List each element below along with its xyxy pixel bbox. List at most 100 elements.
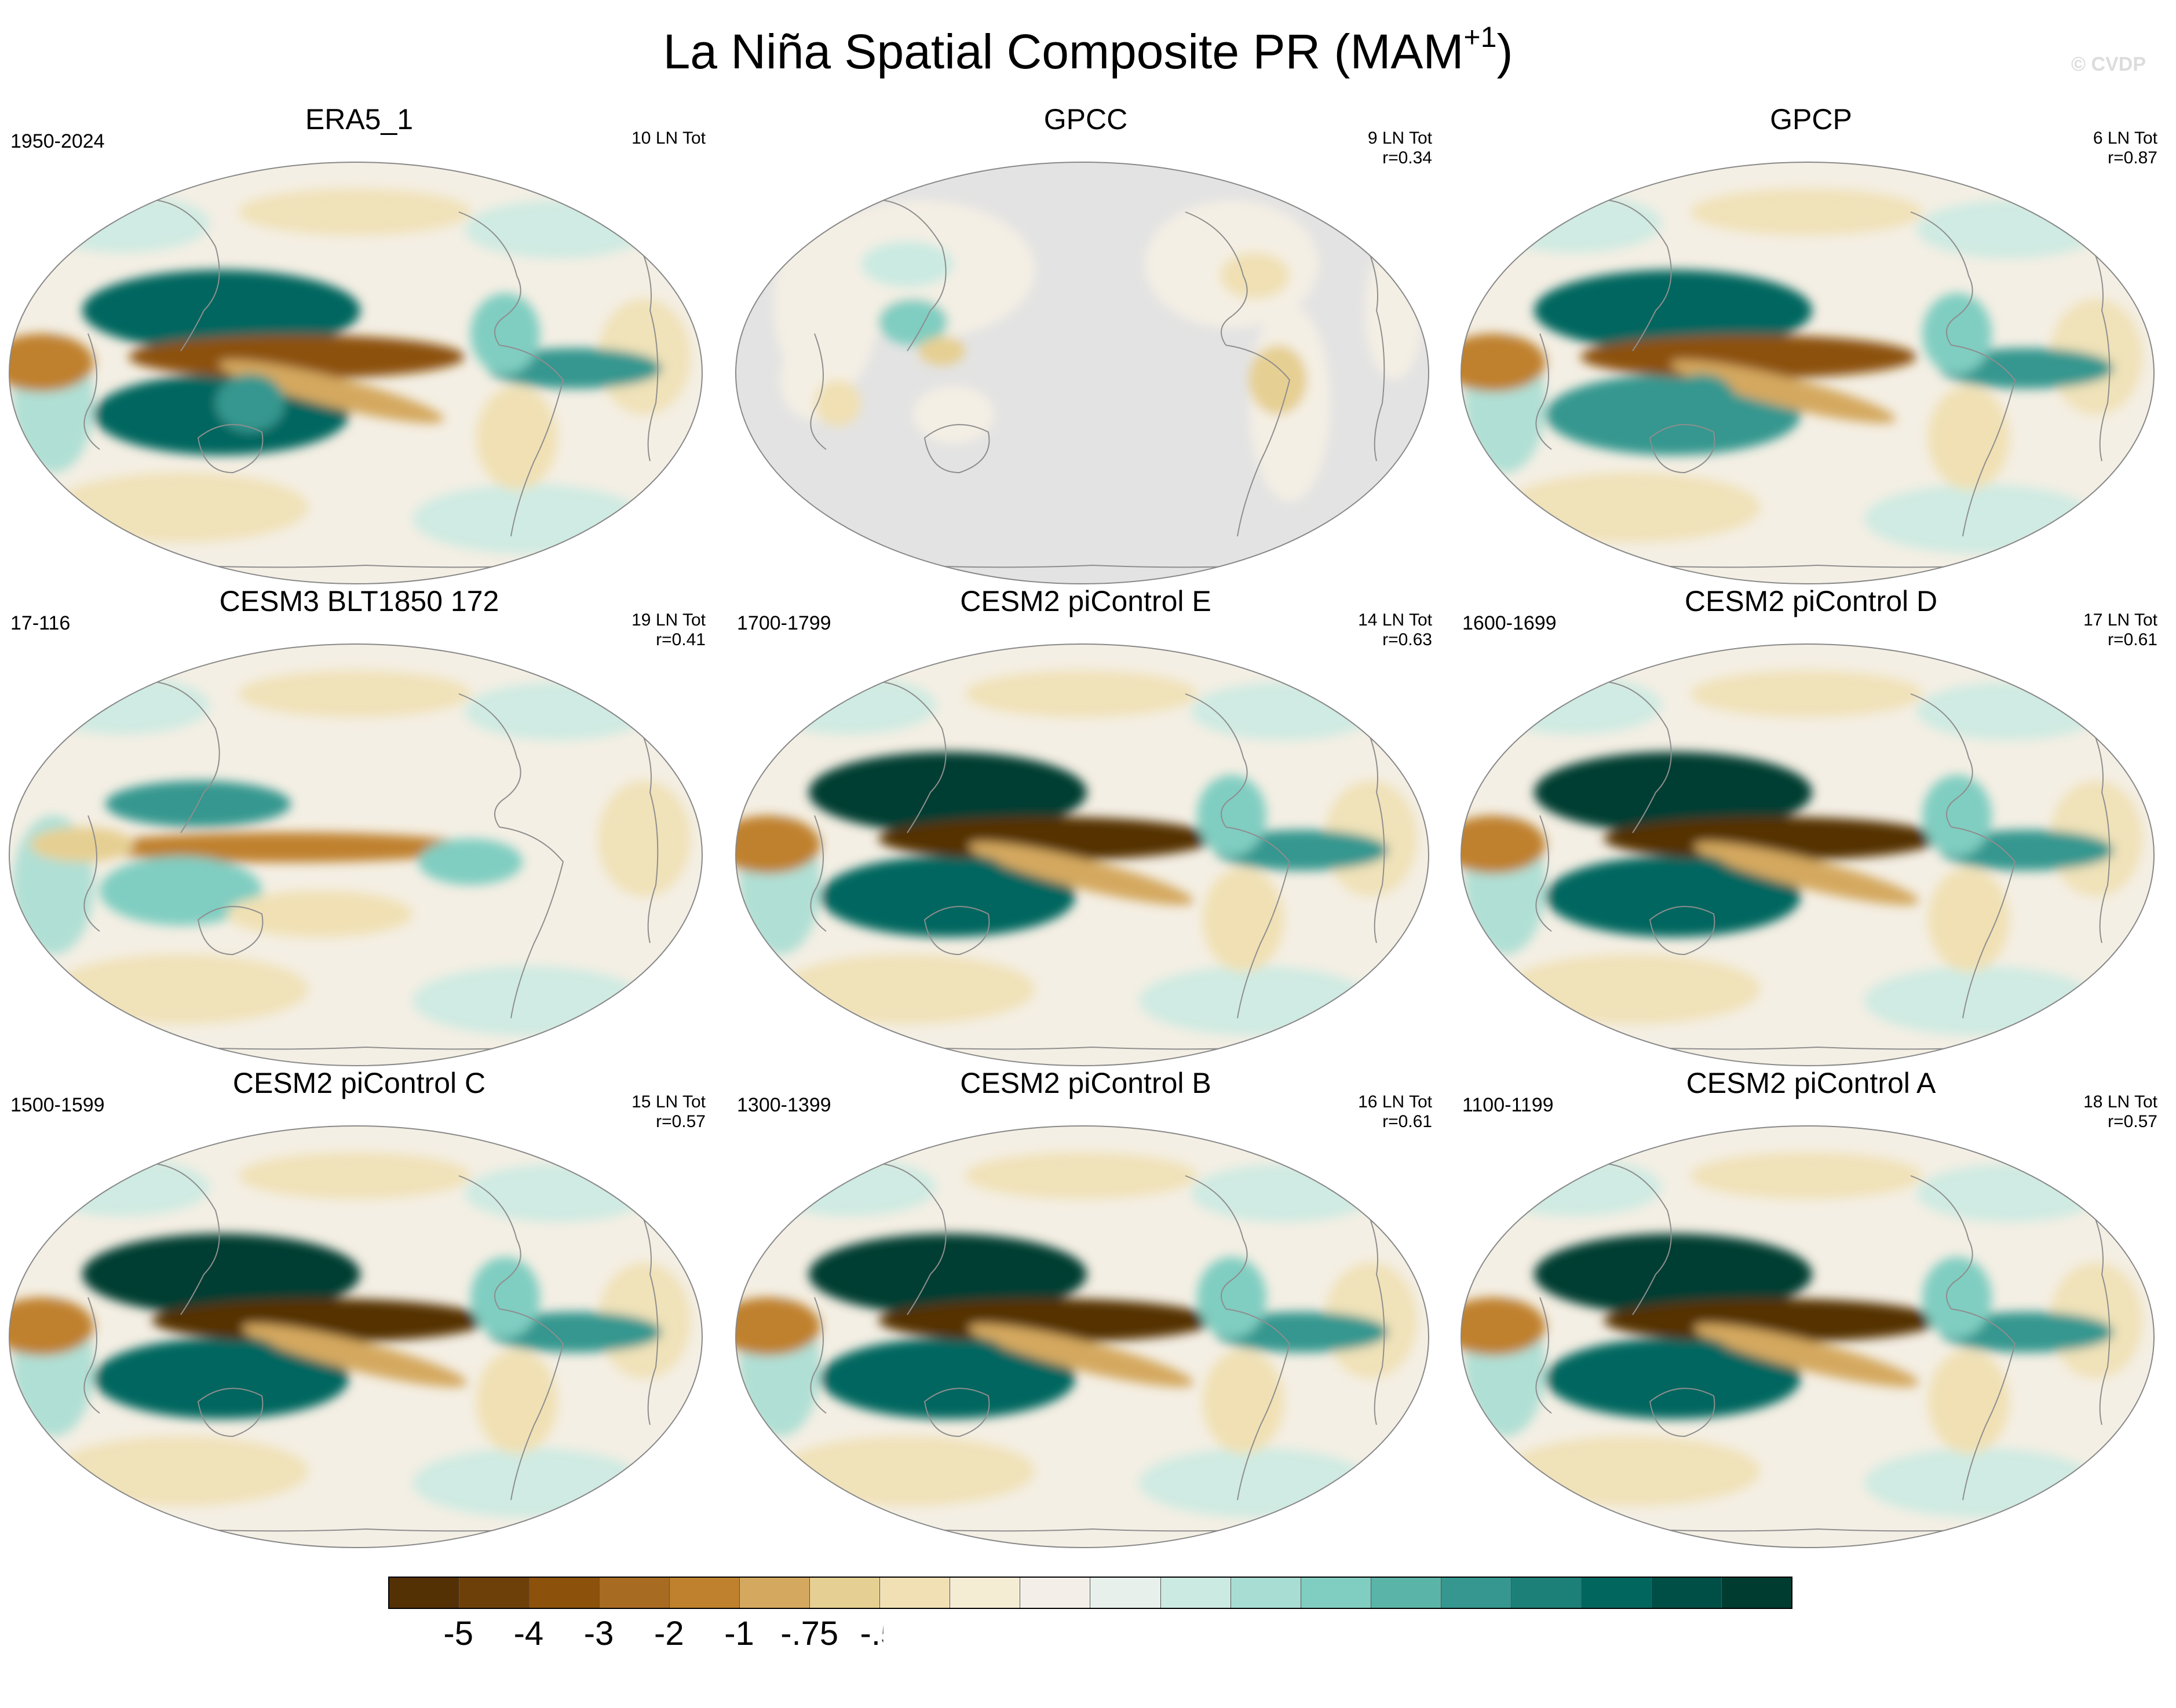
- world-map: [7, 642, 704, 1071]
- precip-anomaly-background: [1505, 954, 1760, 1024]
- precip-anomaly-background: [239, 671, 470, 717]
- panel-stats: 10 LN Tot: [631, 129, 706, 148]
- map-panel: CESM2 piControl D 1600-1699 17 LN Tot r=0.6…: [1452, 584, 2170, 1065]
- precip-anomaly-wet-maritime: [1667, 856, 1737, 914]
- precip-anomaly-background: [762, 1158, 936, 1216]
- panel-title: GPCP: [1452, 102, 2170, 137]
- colorbar-swatch: [950, 1578, 1020, 1608]
- title-close: ): [1496, 24, 1513, 79]
- world-map: [7, 1124, 704, 1553]
- colorbar-swatch: [740, 1578, 810, 1608]
- panel-title: CESM2 piControl C: [0, 1066, 718, 1100]
- precip-anomaly-background: [36, 676, 210, 734]
- colorbar-swatch: [1020, 1578, 1090, 1608]
- title-superscript: +1: [1463, 21, 1496, 53]
- map-panel: CESM2 piControl B 1300-1399 16 LN Tot r=0.6…: [726, 1066, 1445, 1546]
- map-panel: CESM2 piControl E 1700-1799 14 LN Tot r=0.6…: [726, 584, 1445, 1065]
- panel-event-count: 6 LN Tot: [2093, 129, 2157, 148]
- land-patch: [1365, 241, 1423, 380]
- precip-anomaly-wet-america: [470, 1257, 540, 1338]
- precip-anomaly-wet-maritime: [1667, 1338, 1737, 1396]
- precip-anomaly-wet: [861, 241, 954, 287]
- colorbar-swatch: [459, 1578, 530, 1608]
- precip-anomaly-background: [1691, 1153, 1922, 1199]
- colorbar-swatch: [530, 1578, 600, 1608]
- panel-years: 1300-1399: [737, 1093, 831, 1117]
- precip-anomaly-background: [36, 195, 210, 253]
- precip-anomaly-dry-equatorial: [94, 832, 476, 862]
- map-panel: GPCC 9 LN Tot r=0.34: [726, 102, 1445, 583]
- panel-event-count: 15 LN Tot: [631, 1092, 706, 1112]
- precip-anomaly-background: [780, 954, 1035, 1024]
- map-svg: [1459, 1124, 2156, 1550]
- figure-title: La Niña Spatial Composite PR (MAM+1): [0, 13, 2176, 81]
- precip-anomaly-background: [1488, 1158, 1662, 1216]
- world-map: [733, 642, 1431, 1071]
- world-map: [7, 160, 704, 589]
- precip-anomaly-background: [1505, 1436, 1760, 1506]
- precip-anomaly-background: [965, 1153, 1197, 1199]
- map-svg: [1459, 642, 2156, 1068]
- panel-title: GPCC: [726, 102, 1445, 137]
- panel-event-count: 18 LN Tot: [2083, 1092, 2157, 1112]
- colorbar-swatch: [880, 1578, 950, 1608]
- precip-anomaly-dry: [919, 337, 965, 365]
- panel-event-count: 17 LN Tot: [2083, 610, 2157, 630]
- world-map: [733, 160, 1431, 589]
- map-panel: CESM2 piControl A 1100-1199 18 LN Tot r=0.5…: [1452, 1066, 2170, 1546]
- panel-title: ERA5_1: [0, 102, 718, 137]
- panel-event-count: 14 LN Tot: [1358, 610, 1432, 630]
- colorbar-swatch: [389, 1578, 459, 1608]
- map-panel: ERA5_1 1950-2024 10 LN Tot: [0, 102, 718, 583]
- land-patch: [913, 386, 994, 444]
- precip-anomaly-background: [53, 954, 308, 1024]
- colorbar-swatch: [1582, 1578, 1652, 1608]
- panel-event-count: 19 LN Tot: [631, 610, 706, 630]
- precip-anomaly-background: [1505, 473, 1760, 542]
- world-map: [1459, 160, 2156, 589]
- world-map: [733, 1124, 1431, 1553]
- precip-anomaly-wet-america: [1922, 293, 1992, 374]
- colorbar-swatch: [600, 1578, 670, 1608]
- precip-anomaly-background: [465, 682, 650, 740]
- panel-event-count: 10 LN Tot: [631, 129, 706, 148]
- map-svg: [733, 642, 1431, 1068]
- precip-anomaly-background: [1191, 682, 1377, 740]
- precip-anomaly-background: [762, 676, 936, 734]
- precip-anomaly-wet-maritime: [216, 374, 285, 432]
- precip-anomaly-background: [1916, 200, 2102, 258]
- precip-anomaly-background: [36, 1158, 210, 1216]
- precip-anomaly-background: [1916, 1164, 2102, 1222]
- precip-anomaly-background: [1864, 1448, 2096, 1517]
- precip-anomaly-dry: [1220, 253, 1290, 299]
- map-svg: [733, 160, 1431, 586]
- panel-title: CESM3 BLT1850 172: [0, 584, 718, 619]
- colorbar-units: mm/day: [0, 1646, 2176, 1687]
- map-svg: [7, 160, 704, 586]
- colorbar-swatch: [1371, 1578, 1441, 1608]
- world-map: [1459, 1124, 2156, 1553]
- precip-anomaly-background: [1864, 966, 2096, 1036]
- precip-anomaly-background: [239, 1153, 470, 1199]
- watermark: © CVDP: [2071, 53, 2146, 76]
- precip-anomaly-wet-america: [1197, 1257, 1266, 1338]
- precip-anomaly-background: [1139, 966, 1371, 1036]
- precip-anomaly-dry-indian: [30, 827, 134, 862]
- precip-anomaly-wet-atlantic: [418, 839, 523, 885]
- panel-years: 1100-1199: [1462, 1093, 1554, 1117]
- colorbar-swatch: [1652, 1578, 1722, 1608]
- precip-anomaly-background: [53, 473, 308, 542]
- map-svg: [7, 1124, 704, 1550]
- colorbar-swatch: [1161, 1578, 1231, 1608]
- world-map: [1459, 642, 2156, 1071]
- precip-anomaly-dry: [815, 380, 861, 426]
- precip-anomaly-background: [598, 781, 691, 897]
- precip-anomaly-wet-america: [1922, 775, 1992, 856]
- panel-title: CESM2 piControl D: [1452, 584, 2170, 619]
- panel-event-count: 16 LN Tot: [1358, 1092, 1432, 1112]
- map-svg: [7, 642, 704, 1068]
- precip-anomaly-wet-america: [1922, 1257, 1992, 1338]
- map-panel: GPCP 6 LN Tot r=0.87: [1452, 102, 2170, 583]
- colorbar-swatch: [1511, 1578, 1582, 1608]
- precip-anomaly-background: [1916, 682, 2102, 740]
